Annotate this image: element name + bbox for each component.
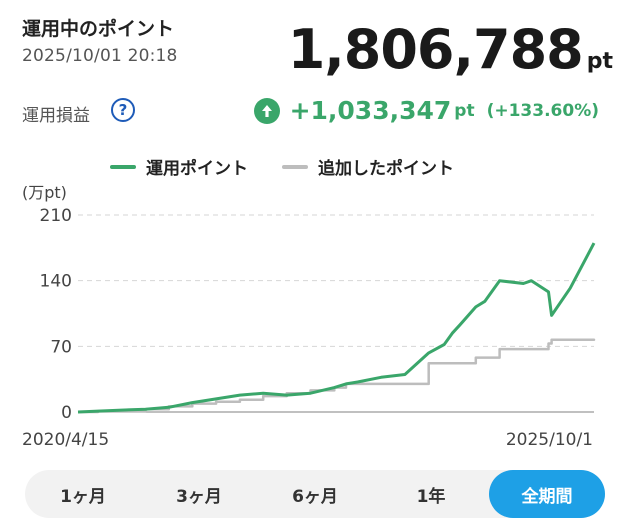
profit-summary: +1,033,347 pt (+133.60%) xyxy=(253,96,599,125)
gain-percent: (+133.60%) xyxy=(486,100,599,121)
y-tick-label: 0 xyxy=(61,403,72,423)
legend-label: 運用ポイント xyxy=(146,159,248,179)
points-unit: pt xyxy=(586,49,613,74)
page-title: 運用中のポイント xyxy=(22,18,175,40)
points-value: 1,806,788 xyxy=(287,18,584,81)
legend-item-added: 追加したポイント xyxy=(282,154,454,179)
legend-item-invested: 運用ポイント xyxy=(110,154,248,179)
timestamp: 2025/10/01 20:18 xyxy=(22,46,178,66)
line-chart: 210 140 70 0 2020/4/15 2025/10/1 xyxy=(22,206,596,450)
help-icon[interactable]: ? xyxy=(111,98,135,122)
tab-3-months[interactable]: 3ヶ月 xyxy=(176,486,222,507)
series-line-invested xyxy=(77,242,596,414)
arrow-up-icon xyxy=(253,97,280,124)
chart-legend: 運用ポイント 追加したポイント xyxy=(110,154,488,179)
tab-1-month[interactable]: 1ヶ月 xyxy=(60,486,106,507)
gain-value: +1,033,347 xyxy=(289,96,452,125)
legend-swatch xyxy=(282,164,308,169)
legend-swatch xyxy=(110,164,136,169)
tab-all-time[interactable]: 全期間 xyxy=(489,470,605,518)
profit-label: 運用損益 xyxy=(22,106,90,126)
x-tick-start: 2020/4/15 xyxy=(22,430,109,450)
legend-label: 追加したポイント xyxy=(318,159,454,179)
y-tick-label: 70 xyxy=(50,337,72,357)
grid-lines xyxy=(78,214,594,413)
x-tick-labels: 2020/4/15 2025/10/1 xyxy=(22,430,593,450)
period-tabs: 1ヶ月 3ヶ月 6ヶ月 1年 全期間 xyxy=(25,470,605,518)
y-axis-unit: (万pt) xyxy=(22,183,67,202)
series-line-added xyxy=(78,338,596,414)
points-total: 1,806,788 pt xyxy=(288,18,613,81)
y-tick-label: 140 xyxy=(40,272,72,292)
gain-unit: pt xyxy=(454,100,475,121)
x-tick-end: 2025/10/1 xyxy=(506,430,593,450)
tab-1-year[interactable]: 1年 xyxy=(416,486,446,507)
series-layer xyxy=(77,242,596,414)
y-tick-labels: 210 140 70 0 xyxy=(40,206,72,423)
tab-6-months[interactable]: 6ヶ月 xyxy=(292,486,338,507)
y-tick-label: 210 xyxy=(40,206,72,226)
